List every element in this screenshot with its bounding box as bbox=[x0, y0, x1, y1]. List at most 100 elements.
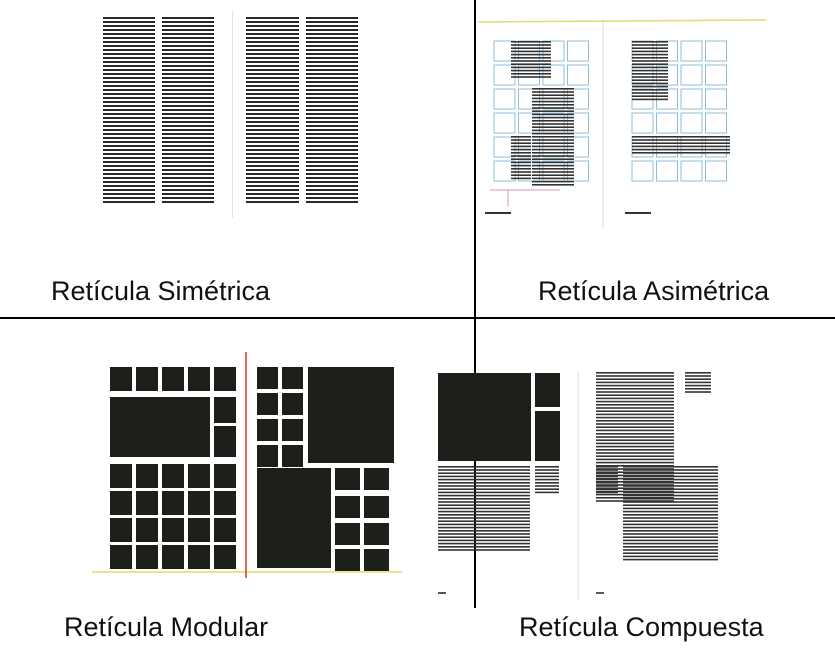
module-block bbox=[257, 367, 278, 389]
grid-cell bbox=[567, 160, 589, 182]
text-block bbox=[438, 504, 530, 506]
text-block bbox=[511, 47, 551, 49]
module-block bbox=[257, 393, 278, 415]
module-block bbox=[282, 367, 303, 389]
text-block bbox=[532, 110, 574, 112]
text-block bbox=[596, 423, 674, 425]
text-block bbox=[596, 410, 674, 412]
text-block bbox=[623, 488, 718, 490]
text-block bbox=[596, 493, 674, 496]
text-block bbox=[438, 494, 530, 497]
text-block bbox=[623, 469, 718, 471]
caption-modular: Retícula Modular bbox=[64, 612, 269, 642]
text-block bbox=[511, 50, 551, 53]
text-block bbox=[532, 174, 574, 176]
text-block bbox=[511, 148, 531, 151]
text-block bbox=[511, 164, 531, 167]
grid-cell bbox=[656, 112, 678, 134]
text-block bbox=[511, 142, 531, 144]
module-block bbox=[257, 468, 331, 568]
text-block bbox=[623, 520, 718, 522]
module-block bbox=[110, 518, 132, 542]
grid-cell bbox=[680, 160, 703, 182]
module-block bbox=[364, 468, 389, 490]
text-block bbox=[596, 378, 674, 380]
text-block bbox=[596, 488, 618, 490]
module-block bbox=[162, 545, 184, 569]
text-block bbox=[623, 494, 718, 497]
text-block bbox=[438, 472, 530, 474]
grid-cell bbox=[680, 88, 703, 110]
module-block bbox=[162, 518, 184, 542]
text-block bbox=[623, 549, 718, 551]
module-block bbox=[214, 431, 236, 457]
text-block bbox=[596, 468, 674, 470]
text-block bbox=[532, 168, 574, 170]
text-block bbox=[632, 69, 668, 72]
text-block bbox=[511, 44, 551, 46]
text-block bbox=[623, 472, 718, 474]
module-block bbox=[257, 445, 278, 467]
text-block bbox=[623, 504, 718, 506]
text-block bbox=[623, 478, 718, 481]
text-block bbox=[532, 180, 574, 183]
text-column bbox=[306, 17, 358, 205]
text-block bbox=[596, 472, 618, 474]
text-block bbox=[532, 120, 574, 122]
image-block bbox=[535, 411, 560, 461]
grid-cell bbox=[493, 160, 516, 182]
text-block bbox=[532, 113, 574, 116]
module-block bbox=[364, 523, 389, 545]
yellow-guide bbox=[477, 19, 767, 23]
module-block bbox=[335, 549, 360, 571]
text-block bbox=[632, 82, 668, 85]
text-block bbox=[438, 491, 530, 494]
text-block bbox=[596, 465, 674, 467]
module-block bbox=[188, 464, 210, 488]
text-block bbox=[532, 161, 574, 164]
text-block bbox=[632, 57, 668, 59]
grid-cell bbox=[656, 160, 678, 182]
text-block bbox=[596, 394, 674, 396]
text-block bbox=[511, 158, 531, 160]
text-block bbox=[532, 94, 574, 96]
text-block bbox=[438, 466, 530, 468]
text-block bbox=[623, 514, 718, 516]
text-block bbox=[532, 171, 574, 173]
module-block bbox=[214, 491, 236, 515]
text-block bbox=[623, 533, 718, 535]
text-block bbox=[623, 485, 718, 487]
text-block bbox=[535, 478, 559, 481]
text-block bbox=[532, 107, 574, 109]
text-block bbox=[623, 542, 718, 545]
folio-text bbox=[485, 212, 511, 214]
text-block bbox=[623, 539, 718, 542]
text-block bbox=[511, 139, 531, 141]
grid-cell bbox=[567, 112, 589, 134]
text-column bbox=[246, 17, 299, 205]
text-block bbox=[596, 404, 674, 406]
text-block bbox=[596, 500, 674, 502]
text-block bbox=[532, 184, 574, 186]
text-block bbox=[632, 47, 668, 49]
text-block bbox=[532, 152, 574, 154]
text-block bbox=[511, 53, 551, 56]
text-block bbox=[438, 530, 530, 532]
text-block bbox=[438, 485, 530, 487]
module-block bbox=[110, 464, 132, 488]
module-block bbox=[282, 445, 303, 467]
text-block bbox=[532, 104, 574, 106]
text-block bbox=[596, 466, 618, 468]
text-block bbox=[632, 145, 730, 148]
grid-cell bbox=[542, 64, 565, 86]
text-block bbox=[685, 372, 711, 374]
text-block bbox=[596, 487, 674, 489]
text-block bbox=[438, 469, 530, 471]
text-block bbox=[632, 76, 668, 78]
text-block bbox=[632, 142, 730, 144]
text-block bbox=[532, 142, 574, 144]
text-block bbox=[632, 44, 668, 46]
text-block bbox=[596, 372, 674, 374]
